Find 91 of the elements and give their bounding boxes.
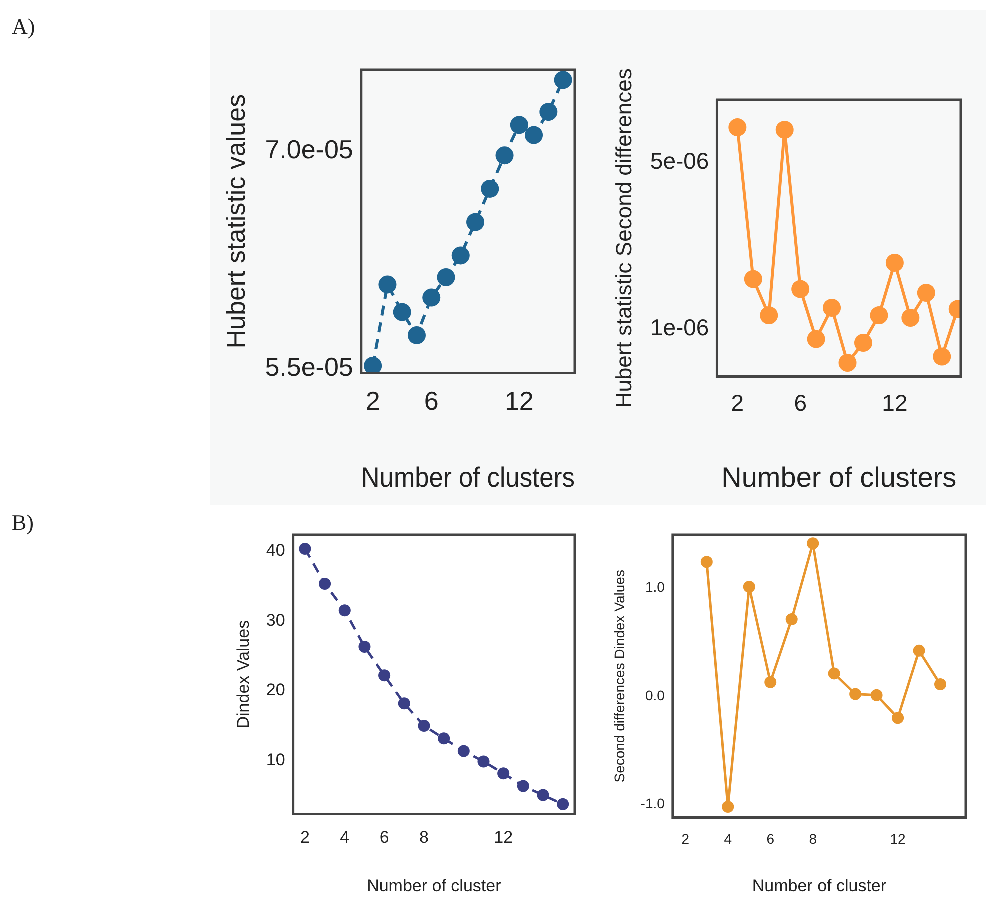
x-axis-title: Number of clusters — [722, 462, 957, 493]
y-axis-title: Hubert statistic values — [220, 94, 251, 349]
x-tick-label: 6 — [794, 390, 807, 416]
point — [934, 678, 947, 691]
x-axis-title: Number of cluster — [752, 876, 887, 896]
y-tick-label: 0.0 — [645, 687, 666, 704]
point — [466, 213, 485, 232]
x-axis-title: Number of cluster — [367, 876, 502, 896]
x-axis-title: Number of clusters — [361, 462, 575, 494]
point — [744, 270, 762, 288]
point — [913, 644, 926, 657]
point — [299, 542, 312, 555]
point — [764, 676, 777, 688]
y-tick-label: 30 — [266, 610, 286, 630]
point — [554, 71, 572, 90]
x-tick-label: 4 — [724, 831, 732, 848]
point — [438, 732, 450, 745]
point — [743, 581, 756, 594]
point — [886, 254, 904, 272]
x-tick-label: 12 — [890, 831, 906, 848]
point — [557, 798, 570, 810]
point — [452, 246, 470, 265]
point — [933, 348, 952, 366]
point — [786, 614, 798, 626]
point — [537, 789, 550, 802]
x-tick-label: 6 — [380, 828, 390, 848]
point — [478, 756, 490, 768]
x-tick-label: 6 — [766, 831, 775, 848]
point — [728, 118, 747, 137]
point — [319, 578, 332, 590]
point — [917, 284, 936, 302]
x-tick-label: 2 — [731, 390, 744, 416]
point — [378, 670, 391, 682]
point — [364, 356, 382, 374]
point — [510, 116, 528, 134]
x-tick-label: 12 — [494, 828, 514, 848]
point — [378, 276, 397, 294]
x-tick-label: 12 — [504, 386, 534, 416]
point — [481, 180, 500, 198]
y-tick-label: 40 — [266, 540, 286, 560]
point — [393, 303, 412, 322]
y-tick-label: 1.0 — [645, 578, 666, 595]
x-tick-label: 2 — [682, 831, 690, 848]
point — [807, 330, 826, 348]
point — [398, 698, 410, 710]
y-tick-label: 1e-06 — [650, 314, 710, 341]
x-tick-label: 8 — [809, 831, 818, 848]
point — [422, 288, 441, 307]
y-tick-label: 7.0e-05 — [265, 134, 354, 164]
x-tick-label: 2 — [300, 828, 310, 848]
x-tick-label: 12 — [882, 390, 908, 416]
point — [838, 354, 857, 372]
point — [358, 640, 371, 653]
point — [540, 103, 558, 122]
point — [850, 688, 862, 700]
y-axis-title: Second differences Dindex Values — [611, 570, 628, 783]
y-tick-label: 20 — [266, 680, 286, 700]
point — [408, 326, 426, 344]
point — [338, 604, 351, 617]
point — [458, 745, 470, 758]
point — [437, 268, 456, 286]
point — [525, 126, 544, 144]
x-tick-label: 2 — [366, 386, 380, 416]
point — [807, 538, 820, 550]
point — [498, 768, 510, 780]
point — [496, 146, 514, 165]
point — [722, 800, 734, 813]
y-axis-title: Hubert statistic Second differences — [611, 68, 636, 408]
point — [760, 306, 778, 325]
x-tick-label: 4 — [340, 828, 350, 848]
text: B) — [12, 510, 34, 536]
point — [854, 334, 872, 352]
point — [776, 121, 794, 140]
point — [700, 556, 713, 568]
y-tick-label: 5e-06 — [650, 148, 710, 174]
point — [892, 712, 904, 724]
y-tick-label: -1.0 — [640, 796, 666, 812]
point — [828, 668, 840, 680]
point — [902, 309, 920, 328]
text: A) — [12, 14, 36, 40]
point — [517, 780, 530, 792]
y-tick-label: 10 — [266, 750, 286, 770]
point — [418, 720, 430, 732]
point — [823, 299, 842, 318]
point — [792, 280, 810, 298]
y-axis-title: Dindex Values — [234, 620, 253, 729]
point — [870, 689, 883, 702]
x-tick-label: 6 — [424, 386, 439, 416]
point — [870, 306, 888, 325]
x-tick-label: 8 — [420, 828, 429, 848]
y-tick-label: 5.5e-05 — [265, 352, 354, 382]
